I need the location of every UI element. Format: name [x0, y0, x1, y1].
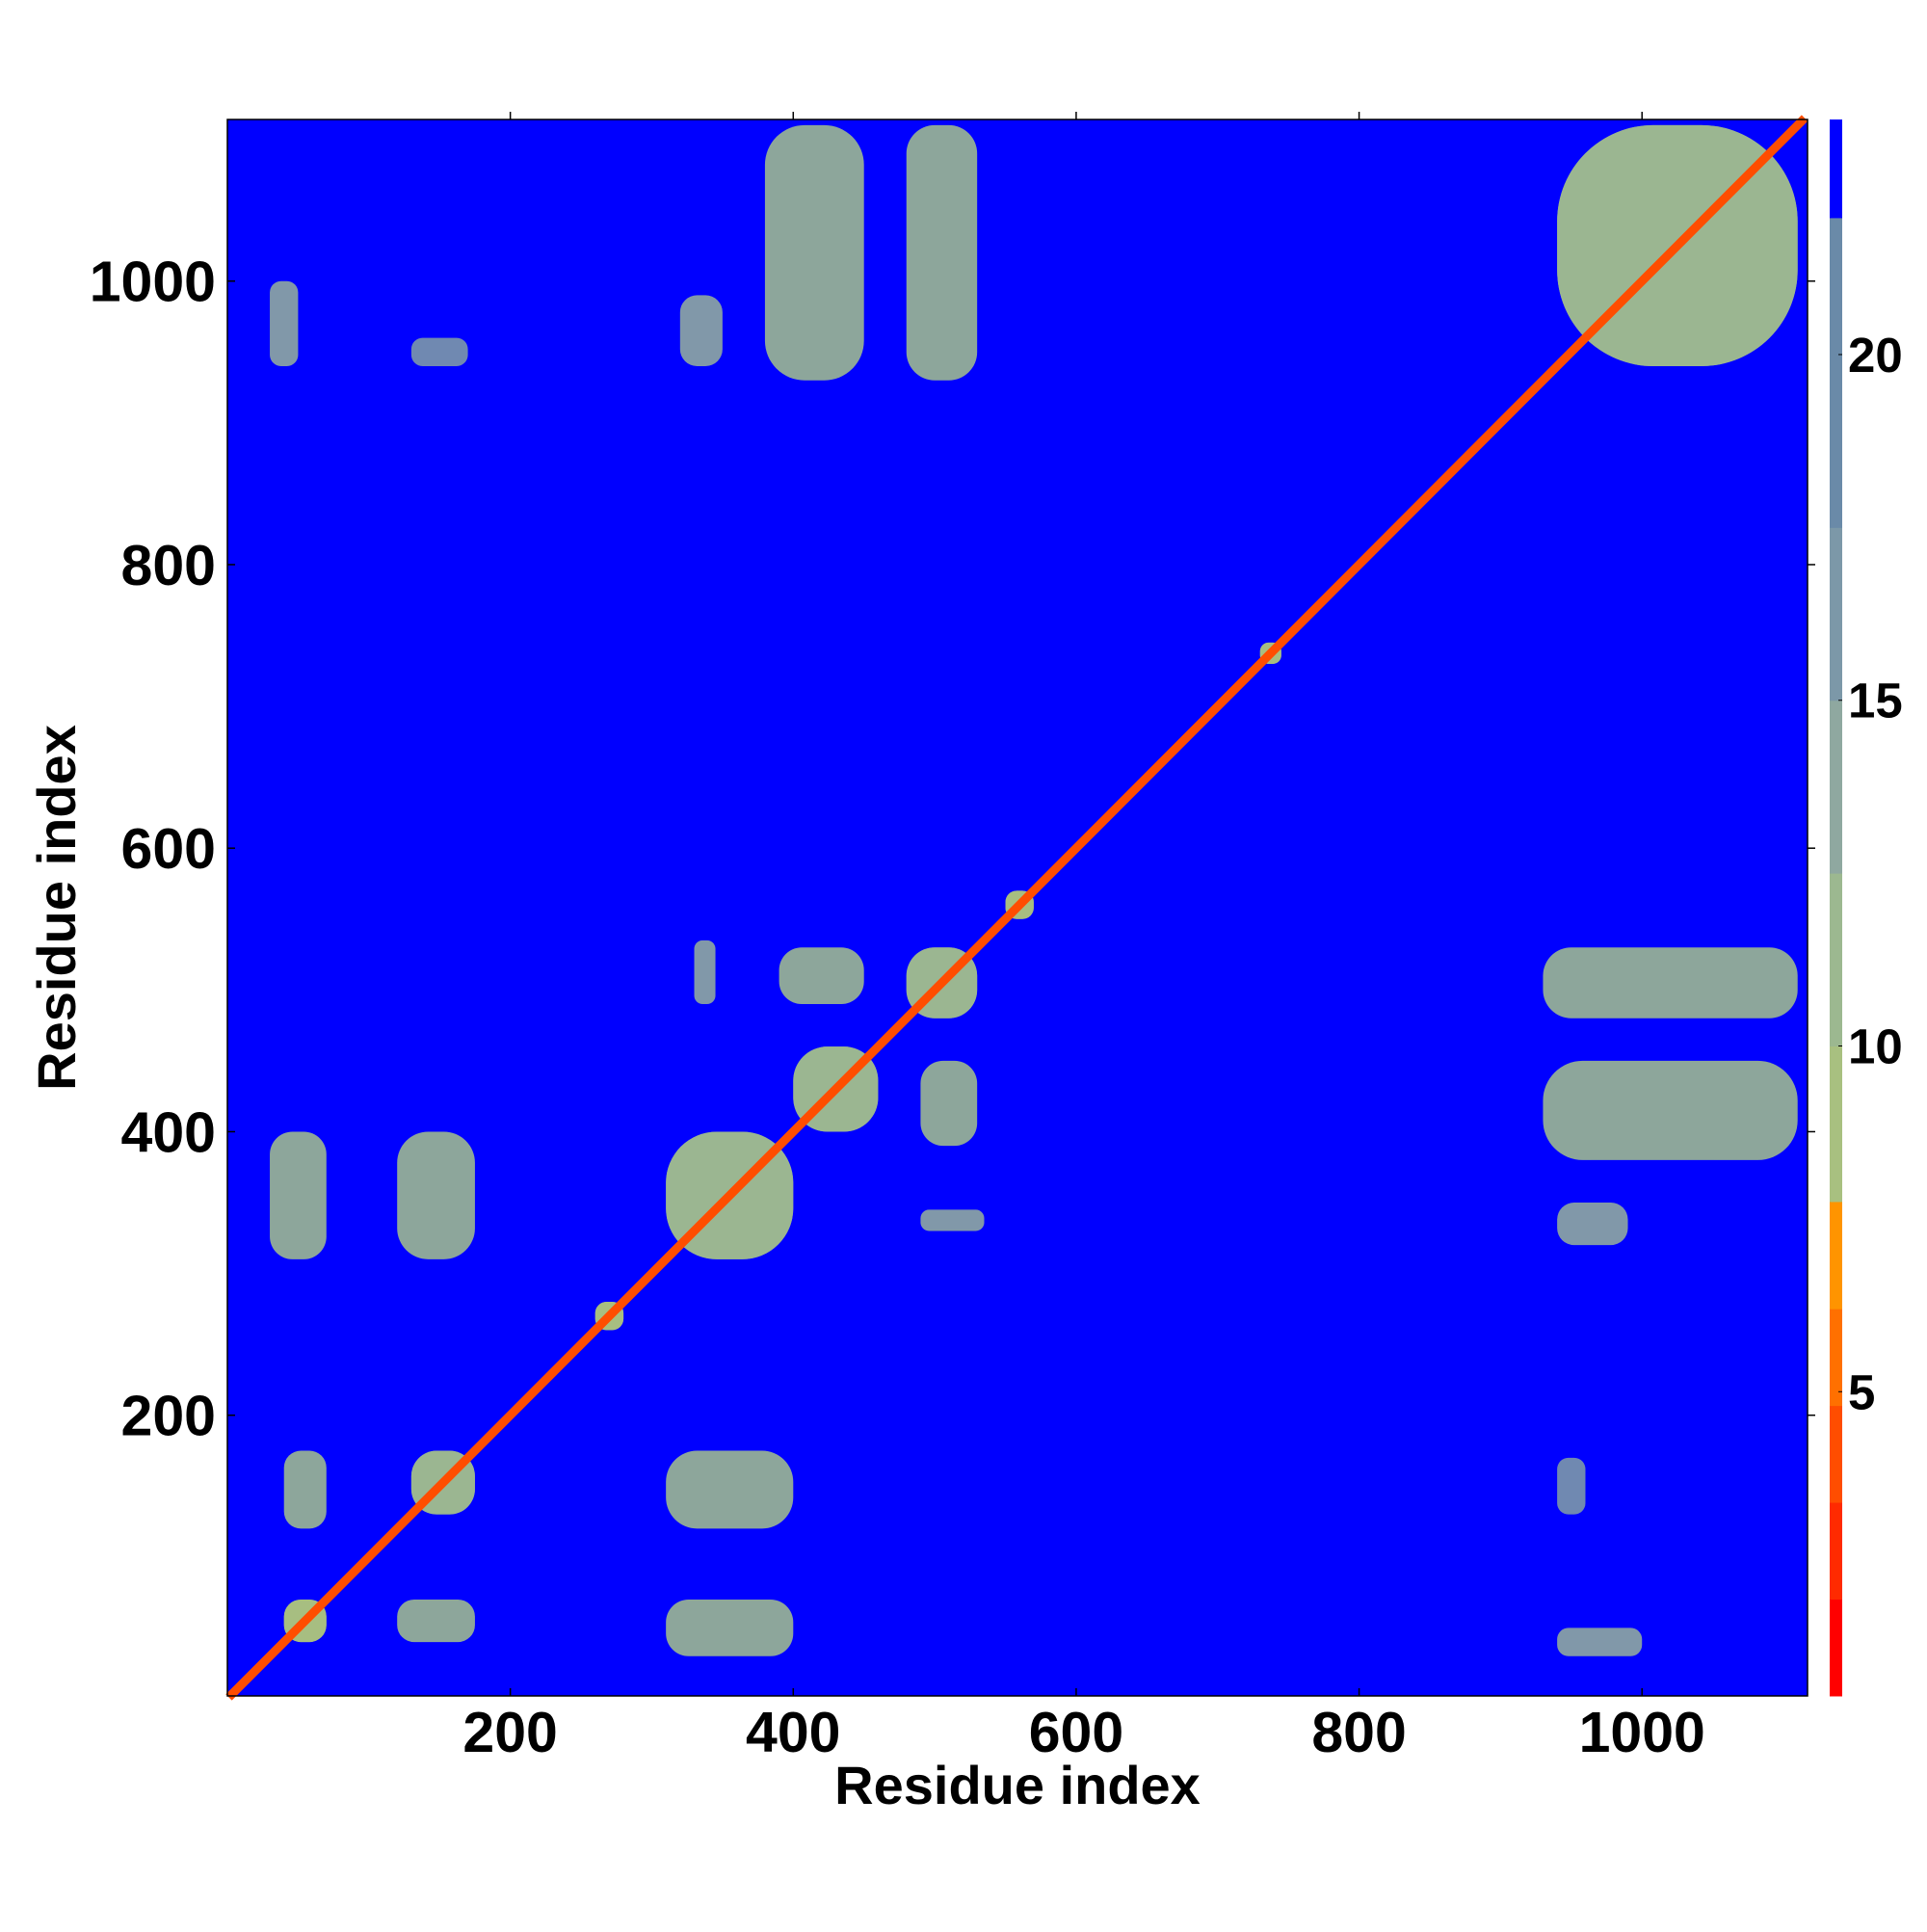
x-axis-label: Residue index [834, 1755, 1201, 1815]
colorbar-tick-label: 15 [1848, 674, 1903, 728]
colorbar-level [1830, 217, 1842, 528]
x-tick-label: 800 [1311, 1701, 1406, 1764]
colorbar-level [1830, 1599, 1842, 1697]
contact-patch [666, 1450, 794, 1529]
contact-patch [779, 947, 864, 1005]
x-tick-label: 200 [462, 1701, 557, 1764]
contact-patch [283, 1450, 327, 1529]
contact-patch [410, 337, 468, 366]
colorbar-level [1830, 527, 1842, 701]
contact-patch [1557, 1457, 1586, 1515]
y-tick-label: 400 [121, 1100, 216, 1164]
contact-patch [920, 1209, 985, 1231]
contact-patch [694, 940, 716, 1005]
colorbar-level [1830, 1405, 1842, 1503]
contact-patch [1543, 1060, 1798, 1160]
x-tick-label: 400 [746, 1701, 840, 1764]
x-tick-label: 600 [1029, 1701, 1123, 1764]
contact-patch [1543, 947, 1798, 1019]
contact-patch [397, 1599, 475, 1643]
contact-patch [270, 280, 299, 366]
colorbar-tick-label: 10 [1848, 1019, 1903, 1074]
colorbar-tick-label: 20 [1848, 328, 1903, 383]
colorbar-level [1830, 1045, 1842, 1203]
contact-patch [1557, 1628, 1643, 1656]
y-tick-label: 200 [121, 1385, 216, 1448]
colorbar-level [1830, 1201, 1842, 1310]
y-tick-label: 800 [121, 534, 216, 597]
x-tick-label: 1000 [1579, 1701, 1705, 1764]
plot-frame [226, 119, 1808, 1697]
contact-patch [397, 1131, 475, 1259]
colorbar-tick-label: 5 [1848, 1364, 1875, 1419]
colorbar-level [1830, 1502, 1842, 1601]
contact-patch [764, 124, 864, 381]
colorbar-level [1830, 700, 1842, 874]
colorbar-level [1830, 1309, 1842, 1407]
contact-patch [1557, 1203, 1628, 1246]
colorbar-level [1830, 873, 1842, 1047]
contact-patch [270, 1131, 327, 1259]
contact-patch [906, 124, 978, 381]
contact-patch [666, 1599, 794, 1656]
contact-patch [679, 295, 723, 366]
colorbar-level [1830, 119, 1842, 219]
y-axis-label: Residue index [26, 725, 87, 1091]
diagonal [225, 115, 1808, 1701]
y-tick-label: 600 [121, 817, 216, 881]
y-tick-label: 1000 [90, 251, 216, 314]
contact-patch [920, 1060, 978, 1147]
